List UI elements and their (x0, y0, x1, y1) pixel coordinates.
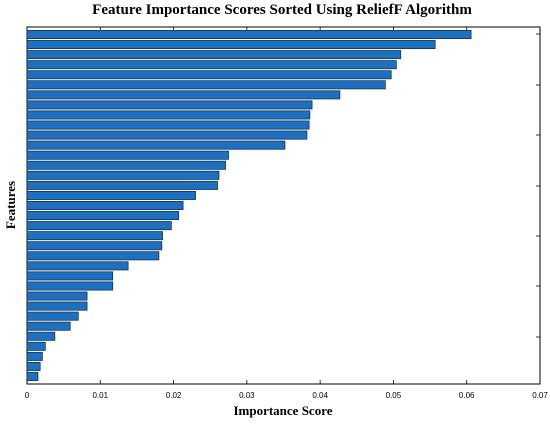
bar (26, 180, 218, 190)
bar (26, 100, 313, 110)
bar (26, 70, 392, 80)
x-tick-label: 0.01 (92, 391, 108, 400)
x-axis-label: Importance Score (233, 403, 332, 418)
bars-layer (26, 30, 472, 381)
bar (26, 80, 386, 90)
bar (26, 372, 39, 381)
bar (26, 201, 184, 210)
ticks-layer: 0 0.01 0.02 0.03 0.04 0.05 0.06 0.07 (25, 27, 548, 400)
bar (26, 301, 88, 311)
chart-title: Feature Importance Scores Sorted Using R… (92, 2, 472, 18)
x-tick-label: 0.03 (239, 391, 255, 400)
bar (26, 321, 71, 331)
bar (26, 221, 172, 231)
bar (26, 351, 43, 361)
bar (26, 30, 472, 39)
bar (26, 40, 436, 50)
bar (26, 361, 41, 371)
bar (26, 190, 196, 200)
bar (26, 251, 160, 261)
x-tick-label: 0.06 (459, 391, 475, 400)
bar (26, 281, 114, 291)
bar (26, 150, 229, 160)
bar (26, 241, 163, 251)
bar (26, 291, 88, 301)
bar (26, 211, 180, 221)
bar (26, 271, 114, 281)
bar (26, 130, 308, 140)
bar (26, 331, 56, 341)
bar (26, 160, 226, 170)
bar (26, 170, 220, 180)
bar (26, 311, 79, 321)
bar (26, 50, 402, 60)
x-tick-label: 0.02 (166, 391, 182, 400)
bar (26, 120, 310, 130)
x-tick-label: 0.07 (532, 391, 548, 400)
bar (26, 90, 341, 100)
x-tick-label: 0.05 (386, 391, 402, 400)
bar (26, 60, 397, 70)
bar (26, 341, 46, 351)
x-tick-label: 0.04 (312, 391, 328, 400)
bar (26, 261, 129, 271)
x-tick-label: 0 (25, 391, 30, 400)
bar (26, 110, 311, 120)
bar (26, 140, 286, 150)
bar (26, 231, 163, 241)
y-axis-label: Features (3, 181, 18, 229)
